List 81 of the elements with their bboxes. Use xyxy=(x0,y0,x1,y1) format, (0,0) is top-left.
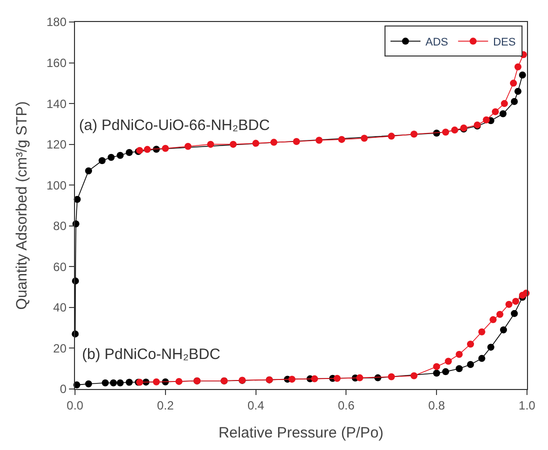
point xyxy=(356,374,364,382)
point xyxy=(144,146,151,153)
x-axis-title: Relative Pressure (P/Po) xyxy=(218,424,384,442)
point xyxy=(116,379,124,386)
x-tick-label: 0.2 xyxy=(157,398,174,412)
point xyxy=(252,140,260,147)
point xyxy=(444,358,452,365)
x-tick-label: 0.6 xyxy=(338,398,355,412)
point xyxy=(482,116,490,124)
point xyxy=(230,140,237,148)
point xyxy=(126,378,133,386)
y-tick-label: 100 xyxy=(46,178,67,192)
point xyxy=(162,144,169,152)
point xyxy=(467,340,474,348)
y-tick-label: 0 xyxy=(60,382,67,396)
point xyxy=(490,316,497,324)
y-tick-label: 60 xyxy=(53,260,67,274)
annotation: (b) PdNiCo-NH₂BDC xyxy=(82,346,221,363)
point xyxy=(207,140,214,148)
legend-label: ADS xyxy=(425,36,448,48)
y-tick-label: 180 xyxy=(46,15,67,30)
point xyxy=(433,370,440,377)
point xyxy=(514,88,522,95)
x-tick-label: 0.4 xyxy=(247,398,264,412)
point xyxy=(518,72,526,79)
point xyxy=(410,372,418,380)
y-axis-title: Quantity Adsorbed (cm³/g STP) xyxy=(14,101,31,310)
point xyxy=(175,378,182,385)
point xyxy=(102,379,109,386)
point xyxy=(85,380,92,388)
point xyxy=(184,142,192,150)
y-tick-label: 160 xyxy=(46,56,67,70)
y-tick-label: 20 xyxy=(53,341,67,356)
legend-label: DES xyxy=(493,36,516,48)
point xyxy=(512,298,520,305)
point xyxy=(334,374,341,382)
y-tick-label: 40 xyxy=(53,300,67,315)
y-tick-label: 80 xyxy=(53,219,67,234)
point xyxy=(451,126,458,134)
point xyxy=(478,328,486,336)
y-tick-label: 140 xyxy=(46,96,67,111)
point xyxy=(514,63,522,70)
point xyxy=(292,138,300,145)
point xyxy=(467,361,474,368)
point xyxy=(388,373,395,380)
point xyxy=(98,157,106,164)
point xyxy=(270,138,278,146)
annotation: (a) PdNiCo-UiO-66-NH₂BDC xyxy=(79,117,270,134)
point xyxy=(410,130,418,138)
point xyxy=(288,376,296,383)
point xyxy=(510,98,518,106)
point xyxy=(152,378,160,386)
point xyxy=(85,167,92,174)
point xyxy=(505,300,512,308)
point xyxy=(316,136,323,144)
point xyxy=(110,379,117,386)
point xyxy=(456,365,463,372)
point xyxy=(500,100,508,108)
point xyxy=(500,326,507,334)
point xyxy=(442,128,450,136)
x-tick-label: 1.0 xyxy=(518,398,536,412)
point xyxy=(456,350,463,358)
point xyxy=(388,132,395,140)
x-tick-label: 0.0 xyxy=(66,398,84,412)
point xyxy=(487,344,494,351)
point xyxy=(510,310,518,318)
x-tick-label: 0.8 xyxy=(428,398,446,412)
point xyxy=(500,110,507,118)
point xyxy=(496,310,504,318)
point xyxy=(311,375,318,382)
point xyxy=(433,363,440,370)
point xyxy=(492,108,499,116)
point xyxy=(360,134,368,142)
point xyxy=(116,152,124,159)
point xyxy=(510,80,517,87)
point xyxy=(126,148,133,156)
y-tick-label: 120 xyxy=(46,138,67,152)
point xyxy=(478,354,486,362)
point xyxy=(338,136,346,143)
point xyxy=(108,154,115,161)
point xyxy=(442,368,450,376)
